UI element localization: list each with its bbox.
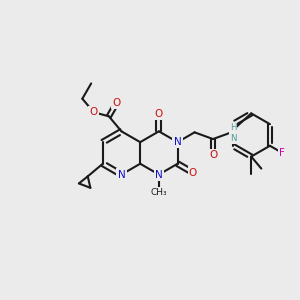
- Text: N: N: [155, 169, 163, 179]
- Text: N: N: [118, 169, 125, 179]
- Text: O: O: [155, 109, 163, 119]
- Text: CH₃: CH₃: [151, 188, 167, 197]
- Text: O: O: [112, 98, 121, 108]
- Text: F: F: [279, 148, 285, 158]
- Text: N: N: [174, 137, 182, 147]
- Text: H
N: H N: [230, 123, 236, 143]
- Text: O: O: [189, 168, 197, 178]
- Text: O: O: [90, 107, 98, 117]
- Text: O: O: [209, 150, 217, 160]
